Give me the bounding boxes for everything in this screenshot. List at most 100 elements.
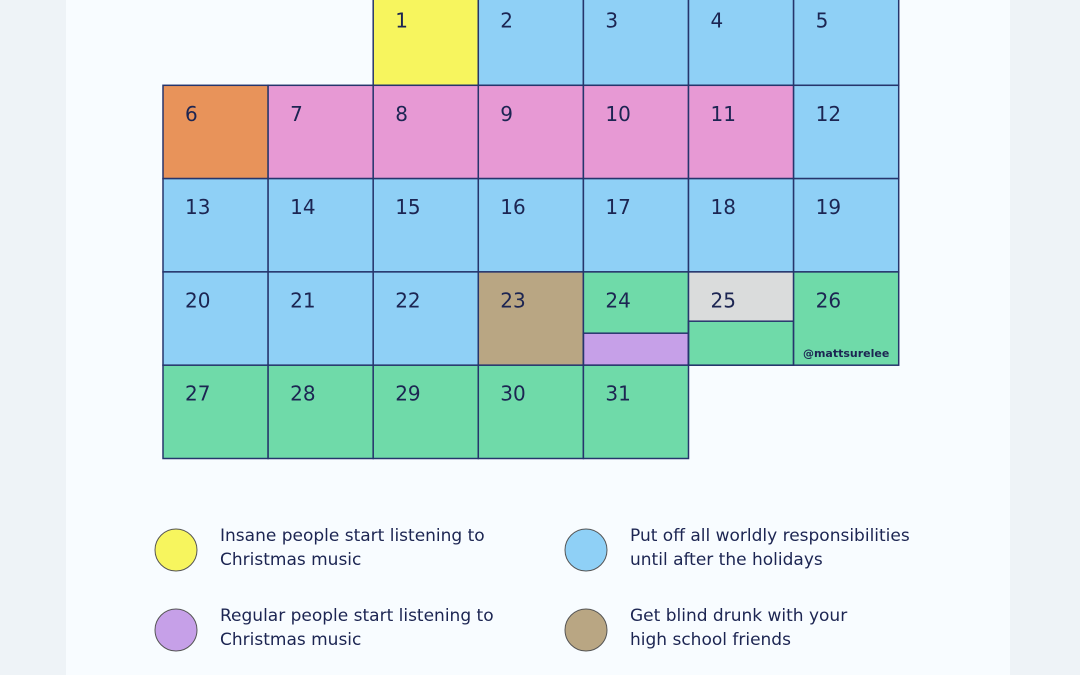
day-cell: 21 [267, 271, 374, 366]
day-number: 24 [605, 288, 630, 312]
cell-fill [268, 178, 374, 272]
cell-fill [268, 271, 374, 366]
cell-fill [583, 178, 689, 272]
day-number: 12 [816, 102, 841, 126]
day-cell: 7 [267, 84, 374, 180]
day-cell: 20 [162, 271, 269, 366]
day-number: 2 [500, 9, 513, 33]
day-cell: 19 [792, 177, 900, 273]
day-cell: 11 [687, 84, 795, 180]
day-number: 15 [395, 195, 420, 219]
day-number: 8 [395, 102, 408, 126]
legend-label: Regular people start listening to [220, 606, 494, 626]
cell-fill [478, 0, 584, 86]
cell-fill [373, 178, 479, 272]
legend-label: Insane people start listening to [220, 526, 485, 546]
credit: @mattsurelee [803, 347, 889, 360]
day-number: 28 [290, 382, 315, 406]
cell-fill [373, 85, 479, 179]
cell-fill [478, 271, 584, 366]
legend-label: Put off all worldly responsibilities [630, 526, 910, 546]
cell-fill [478, 365, 584, 459]
day-cell: 22 [372, 271, 480, 366]
day-cell: 9 [477, 84, 585, 180]
cell-fill [583, 85, 689, 179]
day-number: 10 [605, 102, 630, 126]
day-number: 21 [290, 288, 315, 312]
day-cell: 3 [582, 0, 690, 87]
cell-fill [583, 0, 689, 86]
day-number: 11 [711, 102, 736, 126]
day-number: 9 [500, 102, 513, 126]
day-cell: 30 [477, 364, 585, 460]
day-number: 26 [816, 288, 841, 312]
day-number: 5 [816, 9, 829, 33]
day-number: 16 [500, 195, 525, 219]
day-number: 22 [395, 288, 420, 312]
day-cell: 1 [372, 0, 480, 87]
cell-fill [268, 85, 374, 179]
day-cell: 5 [792, 0, 900, 87]
cell-fill [583, 365, 689, 459]
day-cell: 25 [687, 271, 795, 366]
legend-swatch [564, 528, 608, 572]
day-number: 1 [395, 9, 408, 33]
day-cell: 27 [162, 364, 269, 460]
day-number: 29 [395, 382, 420, 406]
legend-label: Christmas music [220, 550, 361, 570]
cell-fill [373, 271, 479, 366]
day-cell: 17 [582, 177, 690, 273]
day-cell: 10 [582, 84, 690, 180]
day-number: 19 [816, 195, 841, 219]
legend-label: Christmas music [220, 630, 361, 650]
cell-border [582, 364, 690, 460]
day-cell: 31 [582, 364, 690, 460]
cell-fill [793, 85, 899, 179]
day-number: 7 [290, 102, 303, 126]
day-number: 31 [605, 382, 630, 406]
day-number: 30 [500, 382, 525, 406]
cell-fill [793, 0, 899, 86]
day-cell: 29 [372, 364, 480, 460]
cell-fill [793, 178, 899, 272]
cell-fill [268, 365, 374, 459]
day-number: 20 [185, 288, 210, 312]
day-number: 3 [605, 9, 618, 33]
cell-border [792, 271, 900, 366]
day-number: 17 [605, 195, 630, 219]
day-cell: 13 [162, 177, 269, 273]
legend-swatch [154, 608, 198, 652]
cell-fill [163, 271, 269, 366]
legend-swatch [564, 608, 608, 652]
cell-fill [478, 85, 584, 179]
cell-fill [478, 178, 584, 272]
cell-fill [688, 178, 794, 272]
cell-fill [688, 85, 794, 179]
legend-swatch [154, 528, 198, 572]
day-cell: 18 [687, 177, 795, 273]
day-cell: 15 [372, 177, 480, 273]
day-cell: 28 [267, 364, 374, 460]
cell-split [687, 320, 795, 366]
cell-split [582, 332, 690, 366]
cell-fill [163, 85, 269, 179]
day-number: 18 [711, 195, 736, 219]
day-cell: 26 @mattsurelee [792, 271, 900, 366]
cell-fill [163, 365, 269, 459]
cell-fill [373, 365, 479, 459]
day-cell: 24 [582, 271, 690, 366]
legend-label: Get blind drunk with your [630, 606, 847, 626]
day-cell: 2 [477, 0, 585, 87]
day-cell: 8 [372, 84, 480, 180]
legend-label: until after the holidays [630, 550, 823, 570]
day-number: 27 [185, 382, 210, 406]
day-number: 23 [500, 288, 525, 312]
day-cell: 6 [162, 84, 269, 180]
day-number: 25 [711, 288, 736, 312]
day-number: 6 [185, 102, 198, 126]
cell-fill [373, 0, 479, 86]
cell-fill [163, 178, 269, 272]
day-cell: 14 [267, 177, 374, 273]
